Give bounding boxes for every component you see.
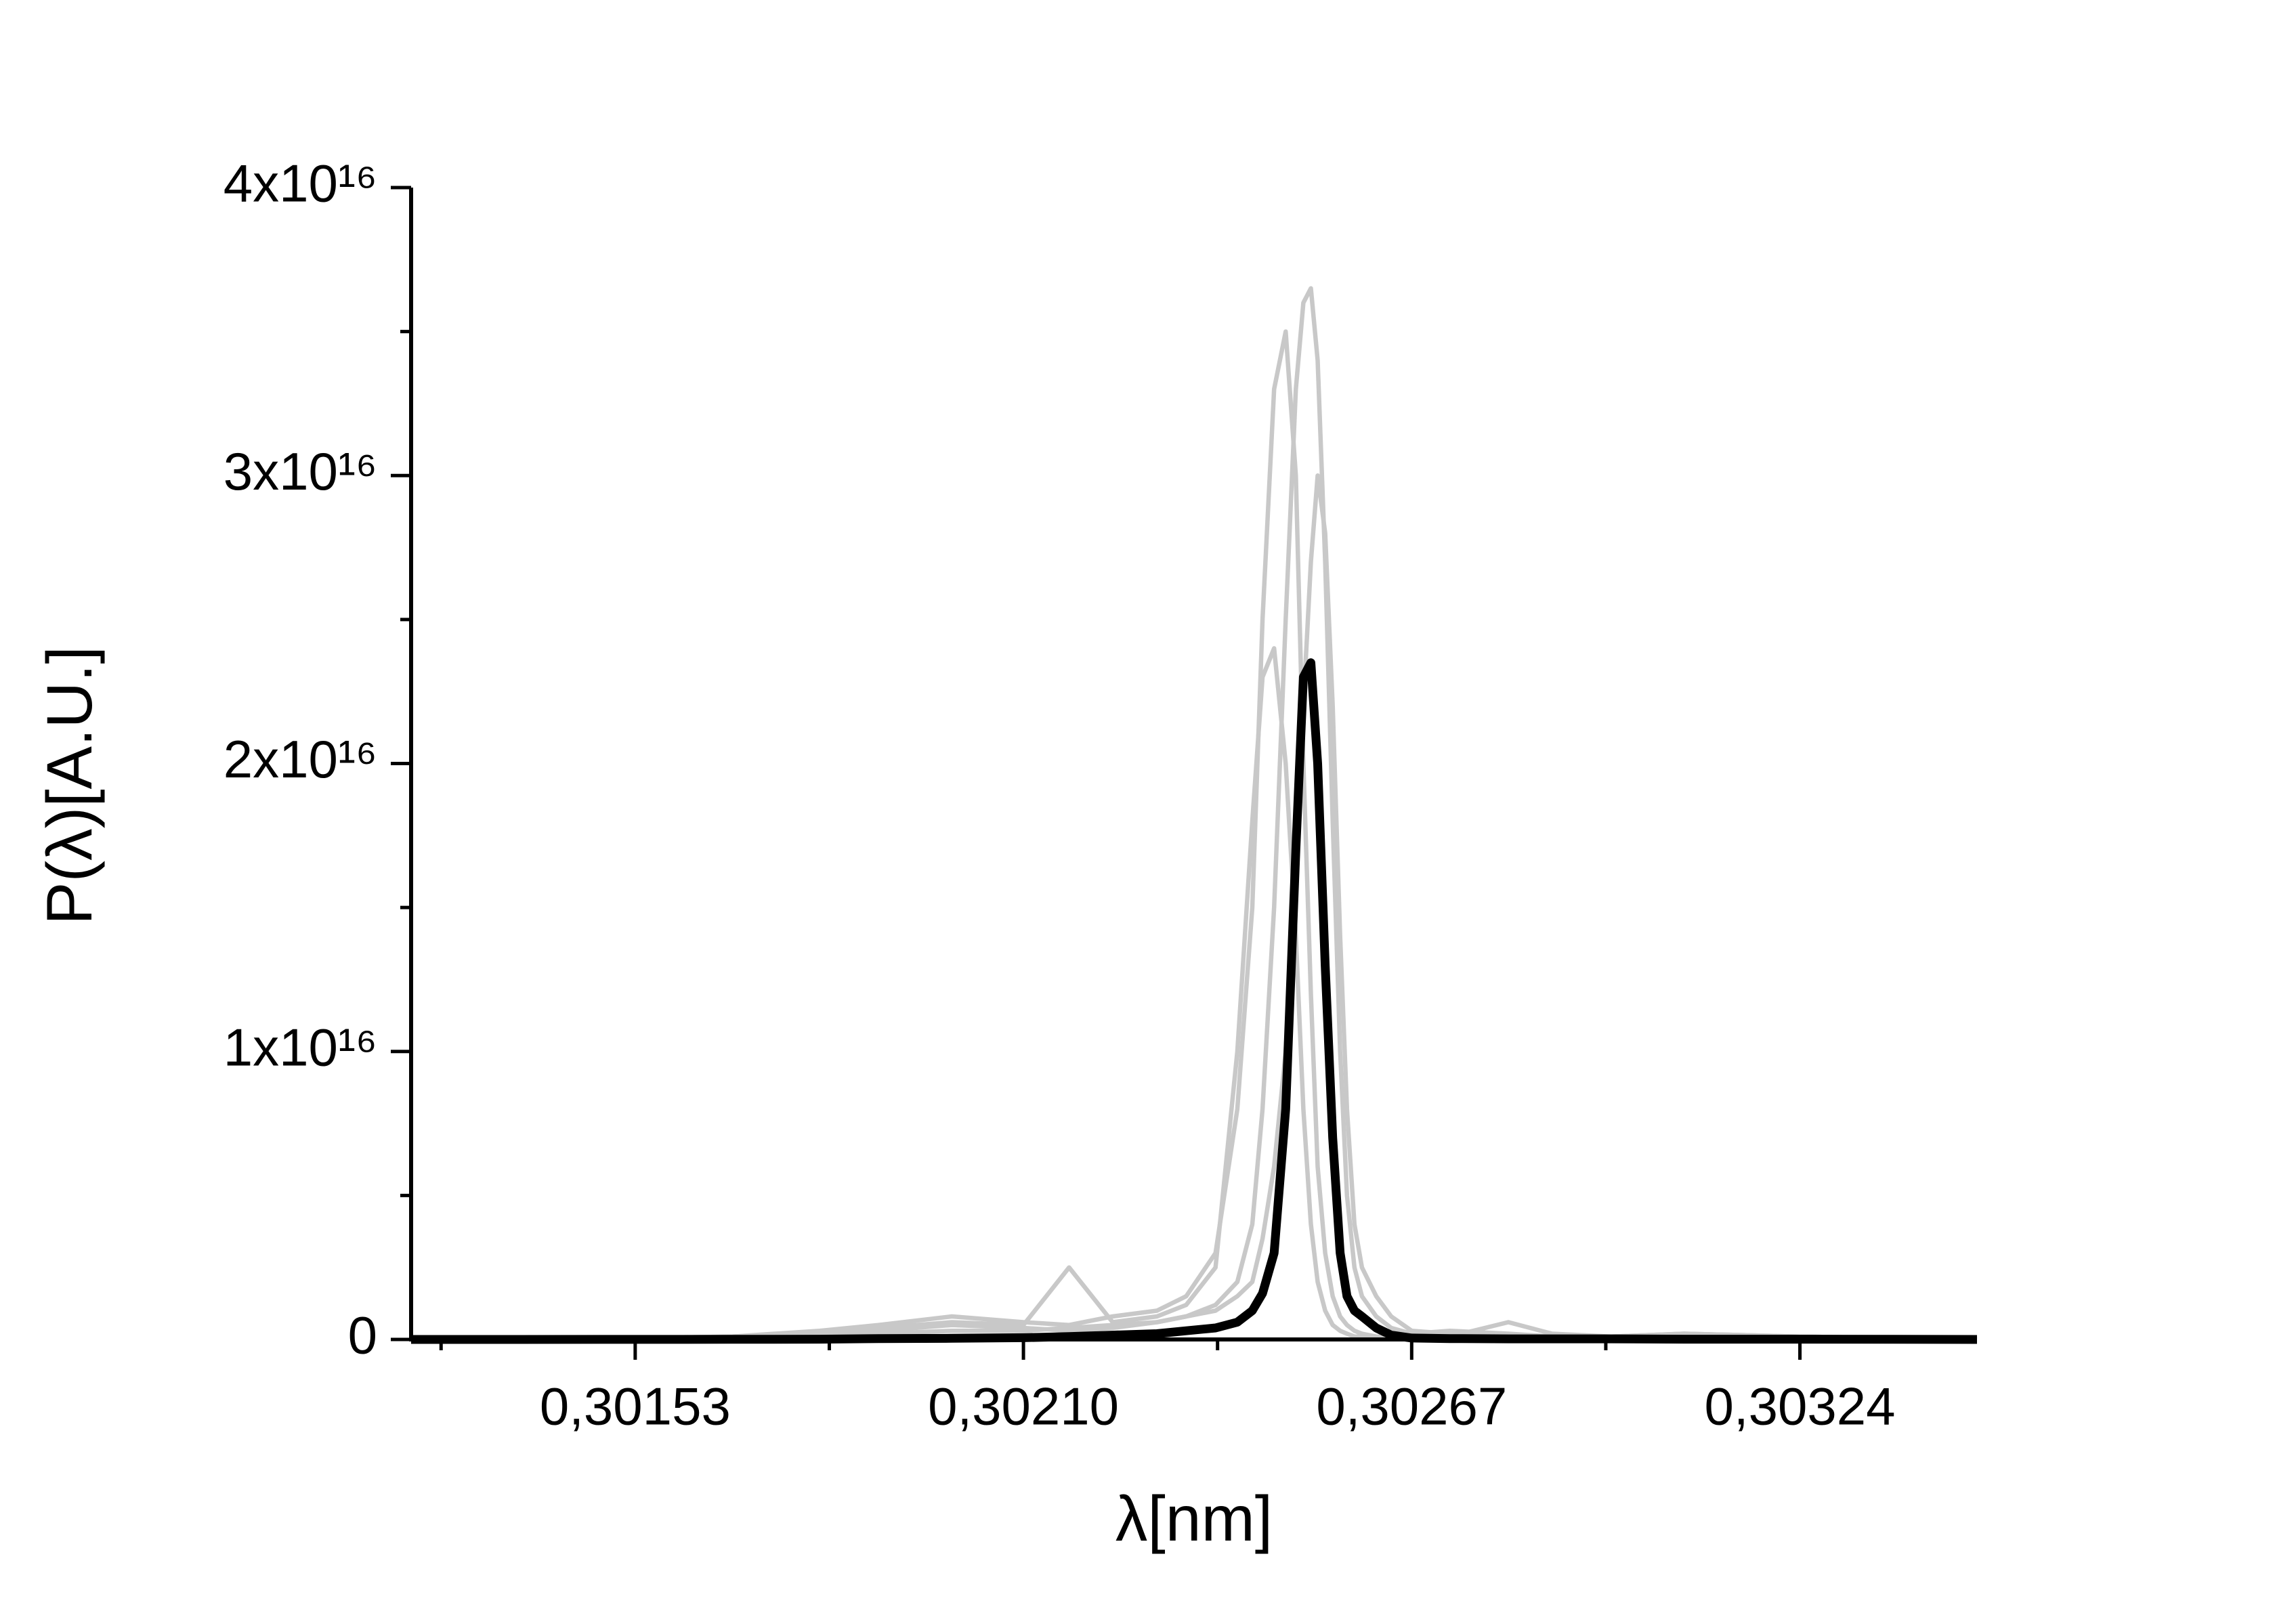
x-tick-label: 0,30210	[928, 1377, 1119, 1436]
series-line	[411, 646, 1978, 1342]
series-line	[411, 658, 1978, 1344]
y-tick-label: 4x10¹⁶	[224, 154, 377, 213]
series-line	[411, 329, 1978, 1342]
y-tick-label: 1x10¹⁶	[224, 1017, 377, 1077]
x-axis-title: λ[nm]	[1115, 1483, 1273, 1555]
y-axis-title: P(λ)[A.U.]	[34, 646, 106, 925]
y-tick-label: 0	[348, 1306, 377, 1365]
series-line	[411, 473, 1978, 1342]
y-tick-label: 2x10¹⁶	[224, 729, 377, 789]
y-tick-label: 3x10¹⁶	[224, 442, 377, 501]
x-tick-label: 0,30324	[1705, 1377, 1896, 1436]
x-tick-label: 0,30267	[1316, 1377, 1507, 1436]
series-line	[411, 286, 1978, 1342]
x-tick-label: 0,30153	[540, 1377, 731, 1436]
